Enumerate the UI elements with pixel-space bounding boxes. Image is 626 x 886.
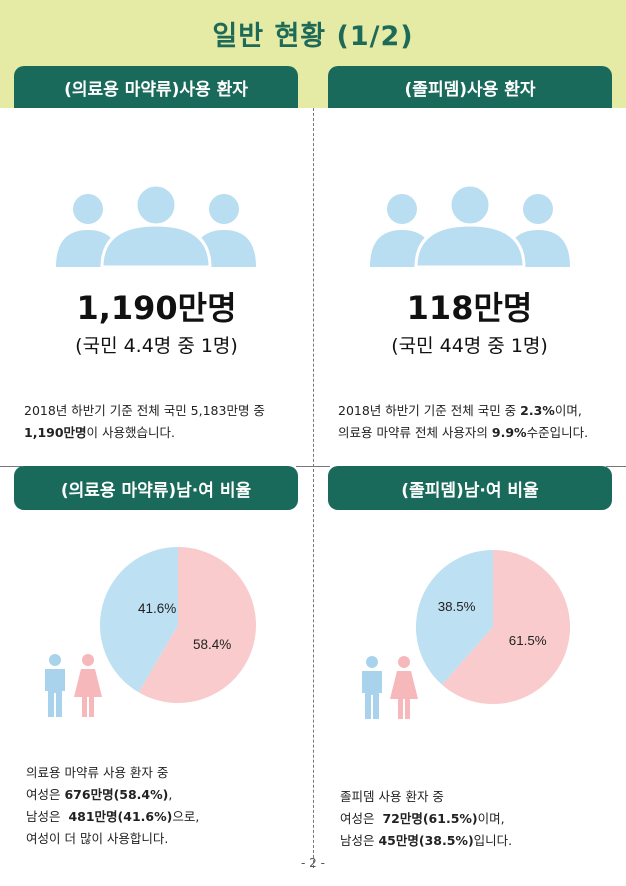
- male-person-icon: [362, 656, 382, 719]
- right-note-line1: 졸피뎀 사용 환자 중: [340, 789, 444, 804]
- left-gender-pie-chart: 41.6% 58.4%: [99, 547, 256, 703]
- female-person-icon: [74, 654, 102, 717]
- pie-label-female: 58.4%: [193, 637, 231, 652]
- divider-right: [606, 466, 626, 467]
- right-note-line2-pre: 여성은: [340, 811, 383, 826]
- left-ratio: (국민 4.4명 중 1명): [75, 335, 238, 357]
- right-note-line2-post: 이며,: [477, 811, 505, 826]
- column-divider: [313, 108, 314, 868]
- pie-slice-male: [99, 547, 178, 693]
- tab-left-gender: (의료용 마약류)남·여 비율: [14, 466, 298, 510]
- right-desc-line1-bold: 2.3%: [520, 403, 555, 418]
- left-desc-line1: 2018년 하반기 기준 전체 국민 5,183만명 중: [24, 403, 265, 418]
- right-desc-line2-pre: 의료용 마약류 전체 사용자의: [338, 425, 492, 440]
- page-title: 일반 현황 (1/2): [212, 21, 414, 52]
- left-desc-bold: 1,190만명: [24, 425, 87, 440]
- right-desc-line2-post: 수준입니다.: [526, 425, 589, 440]
- right-desc-line1-pre: 2018년 하반기 기준 전체 국민 중: [338, 403, 521, 418]
- left-note-line4: 여성이 더 많이 사용합니다.: [26, 831, 169, 846]
- right-gender-note: 졸피뎀 사용 환자 중 여성은 72만명(61.5%)이며, 남성은 45만명(…: [340, 786, 620, 852]
- tab-right-gender: (졸피뎀)남·여 비율: [328, 466, 612, 510]
- right-big-number: 118만명: [406, 289, 533, 327]
- left-note-line3-post: 으로,: [172, 809, 200, 824]
- left-note-line1: 의료용 마약류 사용 환자 중: [26, 765, 169, 780]
- pie-slice-female: [138, 547, 256, 703]
- female-person-icon: [390, 656, 418, 719]
- pie-label-female: 61.5%: [509, 633, 547, 648]
- male-person-icon: [45, 654, 65, 717]
- people-group-icon: [56, 185, 256, 267]
- right-desc-line1-post: 이며,: [554, 403, 582, 418]
- right-gender-pie-chart: 38.5% 61.5%: [415, 549, 571, 705]
- tab-right-users: (졸피뎀)사용 환자: [328, 66, 612, 108]
- divider-left: [0, 466, 22, 467]
- left-note-line3-pre: 남성은: [26, 809, 69, 824]
- right-desc-line2-bold: 9.9%: [491, 425, 527, 440]
- left-note-line2-post: ,: [168, 787, 173, 802]
- right-ratio: (국민 44명 중 1명): [391, 335, 548, 357]
- pie-label-male: 38.5%: [438, 599, 476, 614]
- left-description: 2018년 하반기 기준 전체 국민 5,183만명 중 1,190만명이 사용…: [24, 400, 309, 444]
- right-note-line3-bold: 45만명(38.5%): [378, 833, 474, 848]
- pie-slice-female: [442, 549, 571, 705]
- left-desc-rest: 이 사용했습니다.: [86, 425, 175, 440]
- pie-slice-male: [415, 549, 493, 685]
- right-note-line3-pre: 남성은: [340, 833, 379, 848]
- left-note-line2-bold: 676만명(58.4%): [64, 787, 169, 802]
- left-note-line3-bold: 481만명(41.6%): [68, 809, 173, 824]
- divider-middle: [296, 466, 330, 467]
- page-number: - 2 -: [301, 856, 325, 870]
- left-gender-note: 의료용 마약류 사용 환자 중 여성은 676만명(58.4%), 남성은 48…: [26, 762, 306, 850]
- left-big-number: 1,190만명: [76, 289, 237, 327]
- pie-label-male: 41.6%: [138, 601, 176, 616]
- left-note-line2-pre: 여성은: [26, 787, 65, 802]
- right-note-line2-bold: 72만명(61.5%): [382, 811, 478, 826]
- right-note-line3-post: 입니다.: [473, 833, 513, 848]
- right-description: 2018년 하반기 기준 전체 국민 중 2.3%이며, 의료용 마약류 전체 …: [338, 400, 623, 444]
- people-group-icon: [370, 185, 570, 267]
- tab-left-users: (의료용 마약류)사용 환자: [14, 66, 298, 108]
